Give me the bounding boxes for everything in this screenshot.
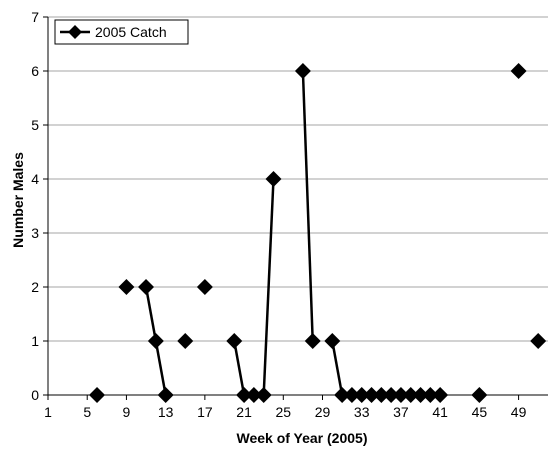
y-tick-label: 2 xyxy=(31,279,39,295)
data-point-marker xyxy=(324,333,341,349)
x-tick-label: 9 xyxy=(123,404,131,420)
series-line-segment xyxy=(154,340,167,396)
x-tick-label: 45 xyxy=(472,404,488,420)
data-point-marker xyxy=(255,387,272,403)
y-tick-label: 3 xyxy=(31,225,39,241)
data-point-marker xyxy=(373,387,390,403)
data-point-marker xyxy=(196,279,213,295)
x-tick-labels: 1 5 9 13 17 21 25 29 33 37 41 45 49 xyxy=(44,395,527,420)
x-tick-label: 49 xyxy=(511,404,527,420)
data-point-marker xyxy=(157,387,174,403)
data-point-marker xyxy=(422,387,439,403)
data-point-marker xyxy=(177,333,194,349)
x-tick-label: 21 xyxy=(236,404,252,420)
data-point-marker xyxy=(412,387,429,403)
y-tick-label: 4 xyxy=(31,171,39,187)
x-tick-label: 1 xyxy=(44,404,52,420)
y-tick-label: 6 xyxy=(31,63,39,79)
series-line-segment xyxy=(144,286,158,342)
y-tick-label: 7 xyxy=(31,9,39,25)
x-tick-label: 5 xyxy=(83,404,91,420)
data-point-marker xyxy=(363,387,380,403)
gridlines xyxy=(48,16,548,342)
data-point-marker xyxy=(236,387,253,403)
series-line-segment xyxy=(331,340,344,396)
y-tick-labels: 0 1 2 3 4 5 6 7 xyxy=(31,9,48,403)
data-point-marker xyxy=(383,387,400,403)
series-line-segment xyxy=(262,178,275,396)
data-point-marker xyxy=(343,387,360,403)
data-point-marker xyxy=(334,387,351,403)
x-tick-label: 29 xyxy=(315,404,331,420)
data-point-marker xyxy=(245,387,262,403)
data-point-marker xyxy=(147,333,164,349)
data-point-marker xyxy=(510,63,527,79)
data-point-marker xyxy=(138,279,155,295)
data-point-marker xyxy=(432,387,449,403)
legend-label: 2005 Catch xyxy=(95,24,167,40)
y-axis-title: Number Males xyxy=(10,152,26,248)
legend-diamond-marker xyxy=(68,25,82,39)
data-point-marker xyxy=(402,387,419,403)
x-axis-title: Week of Year (2005) xyxy=(236,430,367,446)
y-tick-label: 0 xyxy=(31,387,39,403)
axes xyxy=(47,17,548,396)
series-line-segment xyxy=(233,340,246,396)
data-point-marker xyxy=(265,171,282,187)
data-point-marker xyxy=(118,279,135,295)
x-tick-label: 25 xyxy=(276,404,292,420)
data-point-marker xyxy=(89,387,106,403)
data-point-marker xyxy=(294,63,311,79)
data-point-marker xyxy=(392,387,409,403)
y-tick-label: 5 xyxy=(31,117,39,133)
data-point-marker xyxy=(530,333,547,349)
y-tick-label: 1 xyxy=(31,333,39,349)
x-tick-label: 17 xyxy=(197,404,213,420)
legend: 2005 Catch xyxy=(54,19,189,45)
data-point-marker xyxy=(226,333,243,349)
series-markers xyxy=(89,63,547,403)
x-tick-label: 37 xyxy=(393,404,409,420)
x-tick-label: 13 xyxy=(158,404,174,420)
x-tick-label: 33 xyxy=(354,404,370,420)
series-line-segment xyxy=(301,70,314,342)
x-tick-label: 41 xyxy=(432,404,448,420)
data-point-marker xyxy=(353,387,370,403)
data-point-marker xyxy=(471,387,488,403)
data-point-marker xyxy=(304,333,321,349)
